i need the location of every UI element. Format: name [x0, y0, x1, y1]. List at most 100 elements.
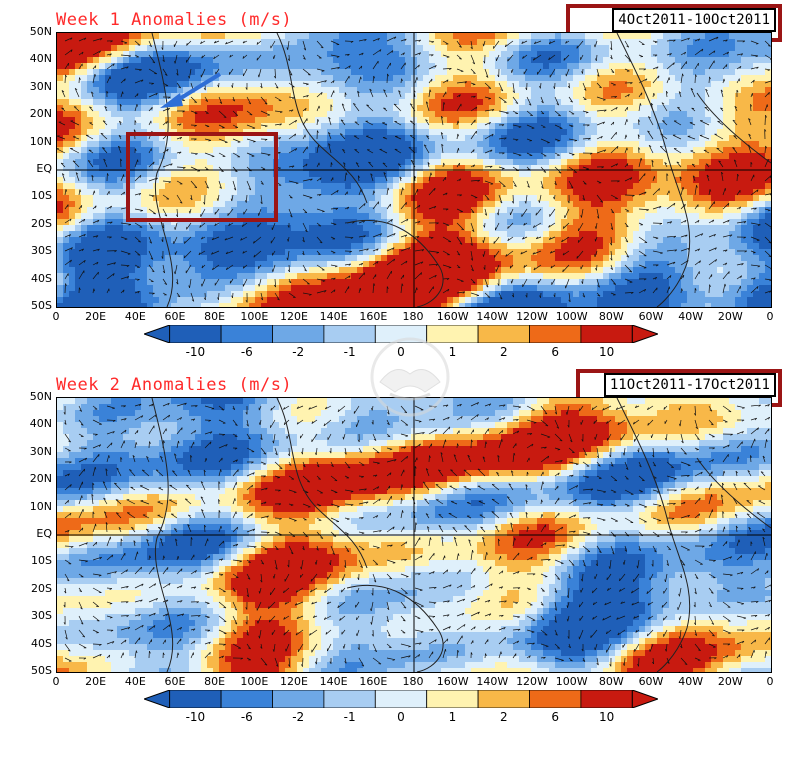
- lon-tick-label: 0: [52, 310, 60, 323]
- lon-tick-label: 140E: [319, 675, 348, 688]
- lon-tick-label: 180: [402, 310, 424, 323]
- colorbar-swatch: [631, 325, 658, 343]
- lon-tick-label: 120E: [280, 675, 308, 688]
- lon-tick-label: 180: [402, 675, 424, 688]
- lon-tick-label: 60W: [638, 675, 664, 688]
- lat-tick-label: 10S: [31, 189, 52, 203]
- lon-tick-label: 20E: [85, 310, 107, 323]
- lat-tick-label: EQ: [36, 527, 52, 540]
- lon-tick-label: 160W: [436, 675, 469, 688]
- colorbar-swatch: [272, 690, 325, 708]
- lon-tick-label: 20W: [717, 675, 743, 688]
- handshake-logo: [370, 337, 450, 417]
- colorbar-swatch: [144, 690, 171, 708]
- lat-tick-label: EQ: [36, 162, 52, 175]
- lon-tick-label: 20W: [717, 310, 743, 323]
- map-canvas: [57, 398, 771, 672]
- lat-tick-label: 10S: [31, 554, 52, 568]
- lat-tick-label: 50S: [31, 664, 52, 677]
- panel-title: Week 2 Anomalies (m/s): [56, 375, 293, 395]
- lon-tick-label: 40W: [678, 310, 704, 323]
- colorbar: [144, 690, 658, 708]
- lat-tick-label: 40S: [31, 636, 52, 650]
- colorbar-swatch: [169, 325, 222, 343]
- lat-tick-label: 40N: [29, 52, 52, 66]
- colorbar-label: -1: [343, 710, 356, 724]
- colorbar-swatch: [529, 690, 582, 708]
- lat-tick-label: 50N: [29, 25, 52, 38]
- lat-tick-label: 30S: [31, 609, 52, 623]
- colorbar-label: 6: [551, 710, 559, 724]
- lon-tick-label: 40W: [678, 675, 704, 688]
- lon-tick-label: 100W: [555, 675, 588, 688]
- lon-tick-label: 40E: [124, 310, 146, 323]
- lat-tick-label: 20S: [31, 216, 52, 230]
- colorbar-label: 10: [598, 710, 615, 724]
- lon-tick-label: 0: [766, 675, 774, 688]
- colorbar-swatch: [631, 690, 658, 708]
- lat-tick-label: 20N: [29, 107, 52, 121]
- lon-tick-label: 0: [766, 310, 774, 323]
- map-canvas: [57, 33, 771, 307]
- colorbar-swatch: [529, 325, 582, 343]
- colorbar-label: 1: [448, 345, 457, 359]
- lat-tick-label: 40S: [31, 271, 52, 285]
- lon-tick-label: 140W: [476, 675, 509, 688]
- colorbar-swatch: [323, 690, 376, 708]
- lon-tick-label: 160E: [359, 310, 388, 323]
- panel-title: Week 1 Anomalies (m/s): [56, 10, 293, 30]
- colorbar-swatch: [580, 690, 633, 708]
- colorbar: [144, 325, 658, 343]
- colorbar-label: 1: [448, 710, 457, 724]
- lat-tick-label: 20N: [29, 472, 52, 486]
- date-range: 11Oct2011-17Oct2011: [603, 373, 776, 397]
- colorbar-swatch: [426, 690, 479, 708]
- colorbar-swatch: [169, 690, 222, 708]
- lat-tick-label: 30N: [29, 79, 52, 93]
- lon-tick-label: 0: [52, 675, 60, 688]
- lon-tick-label: 40E: [124, 675, 146, 688]
- lon-tick-label: 80W: [598, 675, 624, 688]
- colorbar-label: -10: [185, 345, 206, 359]
- lat-tick-label: 50S: [31, 299, 52, 312]
- colorbar-label: 10: [598, 345, 615, 359]
- lat-tick-label: 30N: [29, 444, 52, 458]
- lon-tick-label: 60E: [164, 675, 186, 688]
- colorbar-swatch: [580, 325, 633, 343]
- date-range: 4Oct2011-10Oct2011: [612, 8, 776, 32]
- colorbar-label: -6: [240, 710, 253, 724]
- colorbar-label: -2: [292, 345, 305, 359]
- colorbar-swatch: [374, 690, 428, 708]
- colorbar-label: 0: [397, 345, 405, 359]
- lat-tick-label: 30S: [31, 244, 52, 258]
- lat-tick-label: 40N: [29, 417, 52, 431]
- lon-tick-label: 60E: [164, 310, 186, 323]
- lat-tick-label: 20S: [31, 581, 52, 595]
- colorbar-label: 2: [499, 345, 508, 359]
- lat-tick-label: 10N: [29, 134, 52, 148]
- lat-tick-label: 10N: [29, 499, 52, 513]
- colorbar-swatch: [220, 690, 273, 708]
- lon-tick-label: 20E: [85, 675, 107, 688]
- lon-tick-label: 100E: [240, 310, 269, 323]
- colorbar-label: -6: [240, 345, 253, 359]
- lon-tick-label: 100W: [555, 310, 588, 323]
- lon-tick-label: 120W: [516, 675, 548, 688]
- lon-tick-label: 100E: [240, 675, 269, 688]
- colorbar-label: -2: [292, 710, 305, 724]
- colorbar-label: 0: [397, 710, 405, 724]
- colorbar-label: -1: [343, 345, 356, 359]
- colorbar-swatch: [272, 325, 325, 343]
- lat-tick-label: 50N: [29, 390, 52, 403]
- colorbar-swatch: [477, 690, 530, 708]
- lon-tick-label: 60W: [638, 310, 664, 323]
- anomaly-map: [56, 32, 772, 308]
- colorbar-swatch: [144, 325, 171, 343]
- colorbar-label: 6: [551, 345, 559, 359]
- colorbar-label: 2: [499, 710, 508, 724]
- lon-tick-label: 160E: [359, 675, 388, 688]
- lon-tick-label: 140W: [476, 310, 509, 323]
- lon-tick-label: 120E: [280, 310, 308, 323]
- week2-panel: Week 2 Anomalies (m/s) 11Oct2011-17Oct20…: [0, 365, 800, 764]
- lon-tick-label: 80E: [204, 675, 226, 688]
